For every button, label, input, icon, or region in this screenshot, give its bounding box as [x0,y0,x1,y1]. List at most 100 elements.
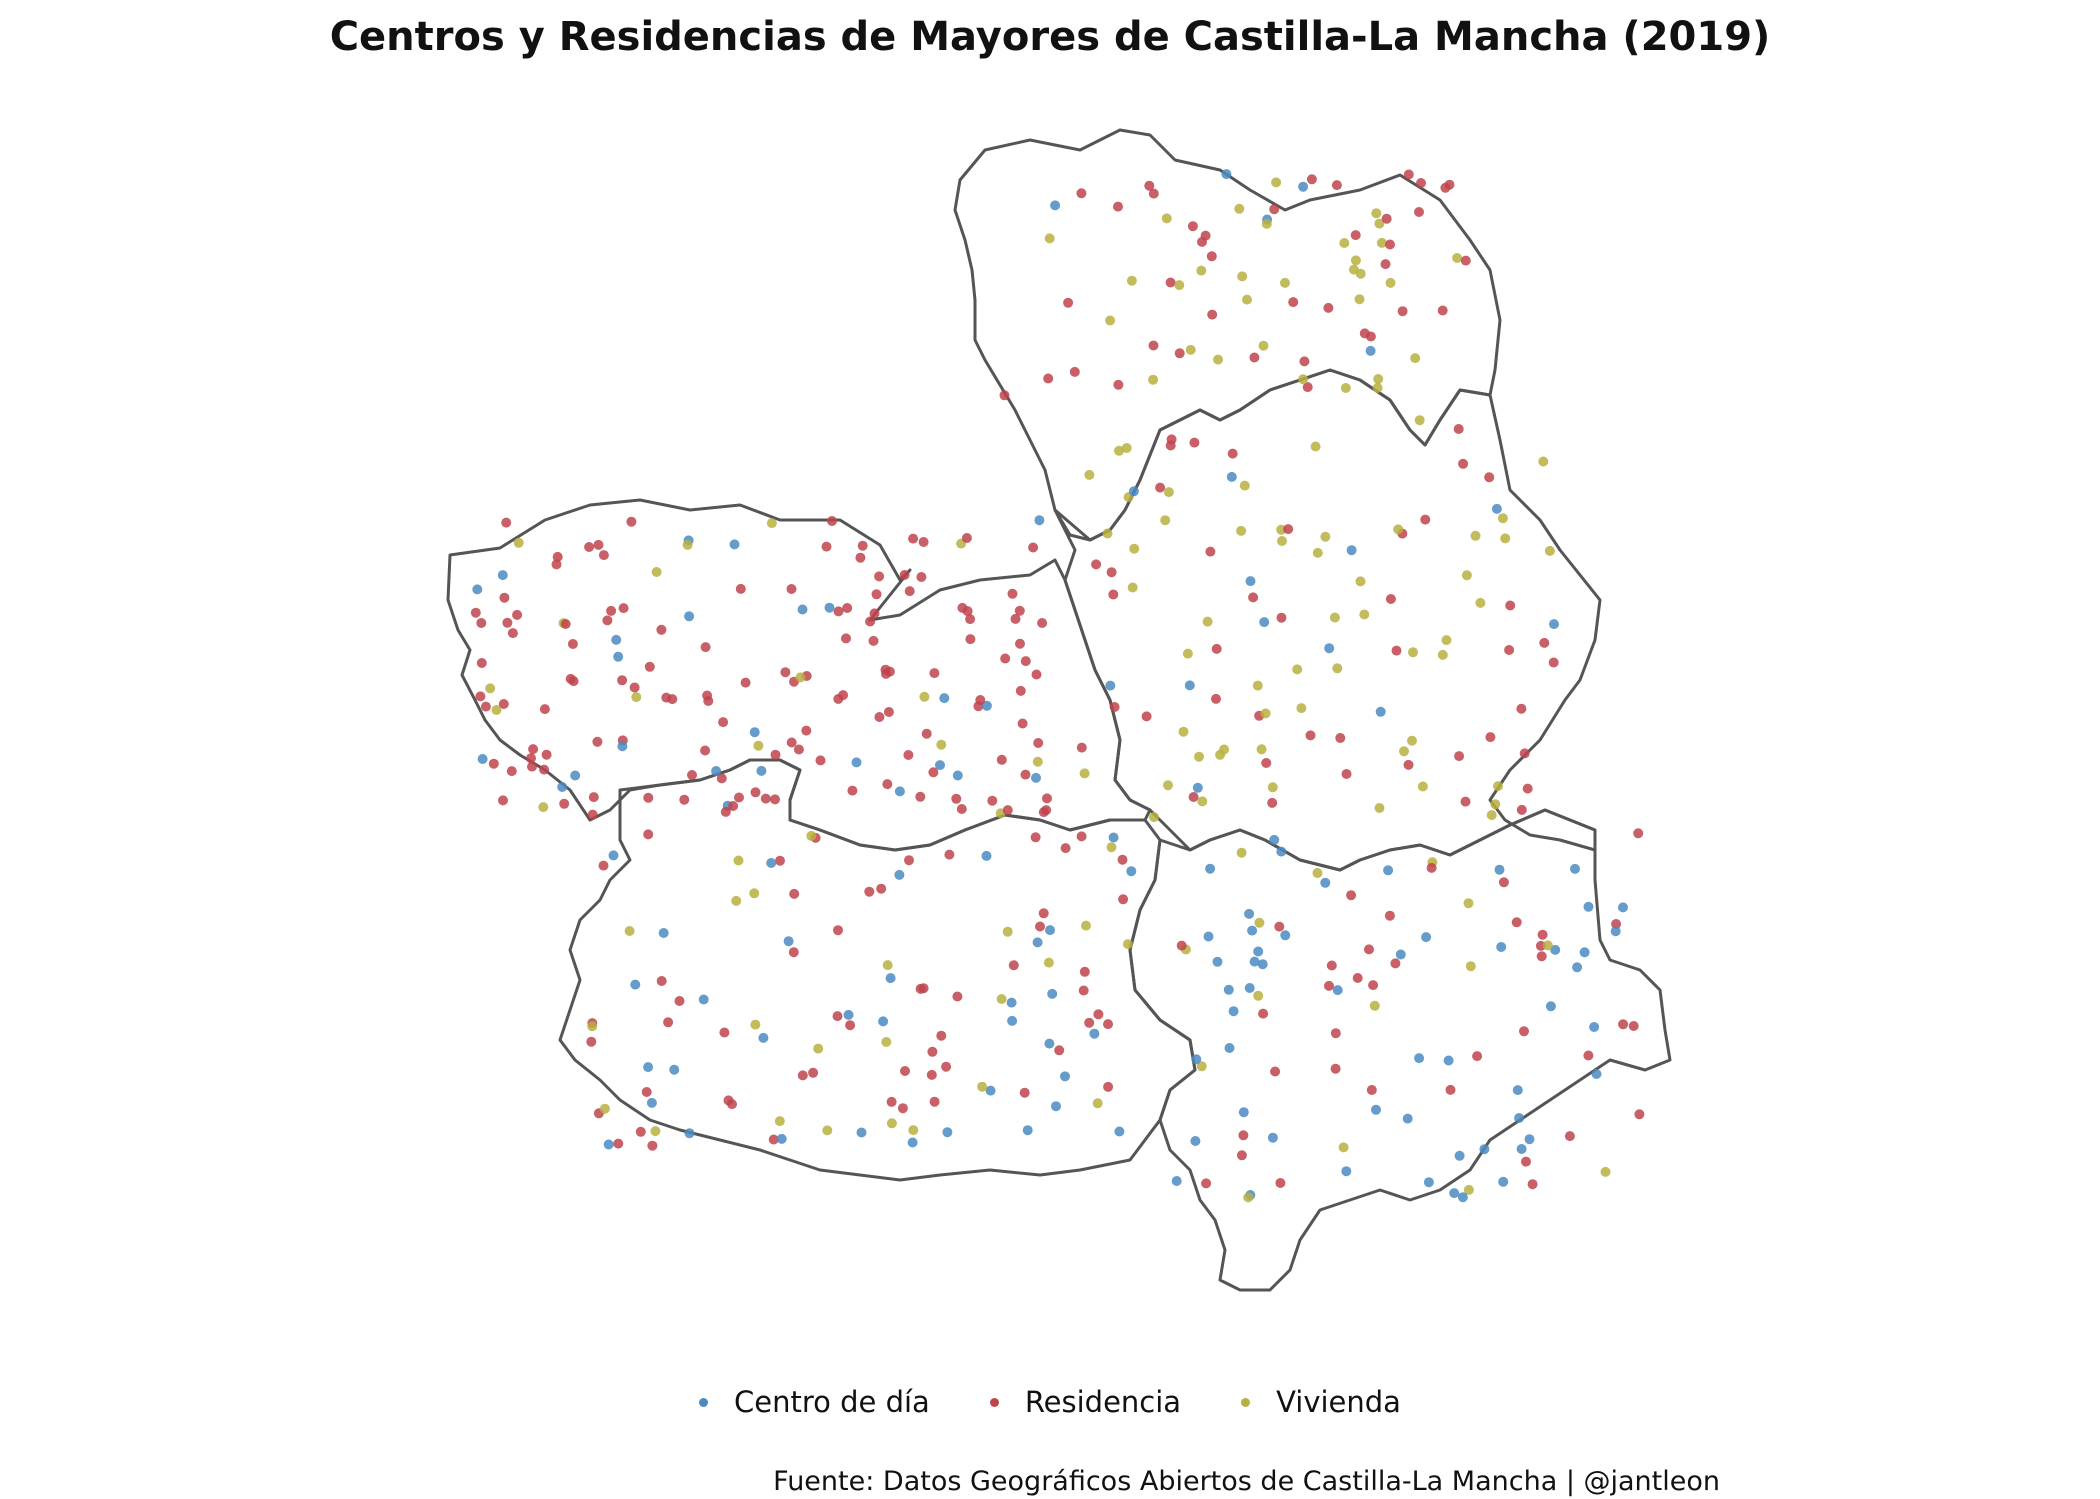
point-centro-de-dia [1443,1055,1454,1066]
point-residencia [1038,807,1049,818]
point-vivienda [1194,751,1204,762]
point-residencia [864,886,875,897]
point-residencia [480,701,491,712]
point-residencia [952,991,963,1002]
point-residencia [687,770,697,780]
point-vivienda [1470,530,1481,541]
point-residencia [929,668,940,679]
point-centro-de-dia [1341,1166,1352,1177]
point-residencia [1516,703,1527,714]
point-residencia [965,614,976,625]
point-residencia [720,806,731,817]
point-residencia [874,712,885,722]
point-residencia [629,682,640,693]
point-centro-de-dia [1050,200,1061,211]
point-vivienda [1102,528,1113,539]
point-vivienda [1463,898,1474,909]
point-vivienda [1256,744,1267,755]
point-residencia [1249,352,1260,363]
point-centro-de-dia [1414,1053,1425,1064]
point-residencia [475,691,486,702]
point-residencia [1458,458,1469,469]
point-residencia [476,658,487,668]
point-residencia [1019,1087,1030,1098]
legend-label-residencia: Residencia [1024,1385,1182,1419]
point-centro-de-dia [894,869,905,880]
point-residencia [1445,1084,1456,1095]
point-centro-de-dia [985,1085,996,1096]
point-residencia [1505,600,1516,611]
point-residencia [1031,669,1042,680]
point-residencia [1076,742,1087,753]
legend-item-residencia: Residencia [989,1385,1182,1419]
legend-marker-residencia [989,1397,999,1407]
province-cuenca [1053,368,1602,872]
point-residencia [961,533,972,543]
point-residencia [921,728,932,739]
point-centro-de-dia [1253,946,1264,957]
point-residencia [643,829,654,840]
point-centro-de-dia [878,1016,889,1027]
point-residencia [926,1069,937,1080]
point-vivienda [1105,315,1116,326]
point-centro-de-dia [1395,949,1406,960]
point-vivienda [1129,543,1140,554]
point-residencia [1368,980,1379,991]
point-residencia [1060,843,1071,854]
point-centro-de-dia [1224,1043,1235,1053]
point-residencia [1341,769,1352,779]
point-vivienda [1376,237,1387,248]
point-residencia [498,795,508,806]
point-vivienda [1339,238,1350,248]
point-residencia [541,749,552,760]
point-centro-de-dia [611,634,622,645]
point-centro-de-dia [1126,866,1137,877]
point-residencia [1628,1021,1639,1031]
point-centro-de-dia [630,979,641,990]
point-vivienda [1032,756,1043,767]
point-vivienda [1497,513,1508,524]
point-vivienda [1149,812,1159,823]
point-residencia [606,605,617,616]
point-vivienda [882,960,893,971]
point-centro-de-dia [1591,1069,1602,1079]
point-residencia [1113,201,1123,212]
point-residencia [703,696,714,706]
point-residencia [996,754,1007,765]
point-residencia [1331,180,1342,191]
point-residencia [586,1036,597,1047]
legend-marker-centro-de-dia [699,1397,709,1407]
point-residencia [1201,1178,1212,1189]
point-centro-de-dia [1226,471,1237,482]
point-vivienda [491,705,502,715]
point-centro-de-dia [1249,956,1260,967]
point-centro-de-dia [1184,680,1195,691]
point-centro-de-dia [1491,503,1502,514]
point-vivienda [1126,275,1137,286]
point-vivienda [1127,582,1138,593]
point-centro-de-dia [1332,985,1343,996]
point-centro-de-dia [1192,782,1203,793]
point-vivienda [1197,796,1208,807]
point-residencia [780,667,791,678]
point-residencia [1391,645,1402,656]
point-residencia [1030,832,1041,843]
point-residencia [1174,348,1185,359]
point-residencia [868,635,879,646]
point-residencia [1176,940,1187,951]
point-residencia [502,617,513,628]
point-residencia [869,608,880,619]
point-vivienda [682,539,693,550]
point-residencia [876,883,887,894]
point-vivienda [1542,940,1553,951]
point-centro-de-dia [1257,959,1268,970]
point-residencia [1020,769,1031,780]
point-centro-de-dia [942,1127,953,1138]
point-residencia [1205,546,1216,557]
point-residencia [865,616,876,627]
point-centro-de-dia [1045,925,1055,936]
point-centro-de-dia [698,994,709,1005]
point-residencia [900,1066,910,1076]
province-outlines [446,128,1672,1292]
point-vivienda [996,994,1007,1004]
